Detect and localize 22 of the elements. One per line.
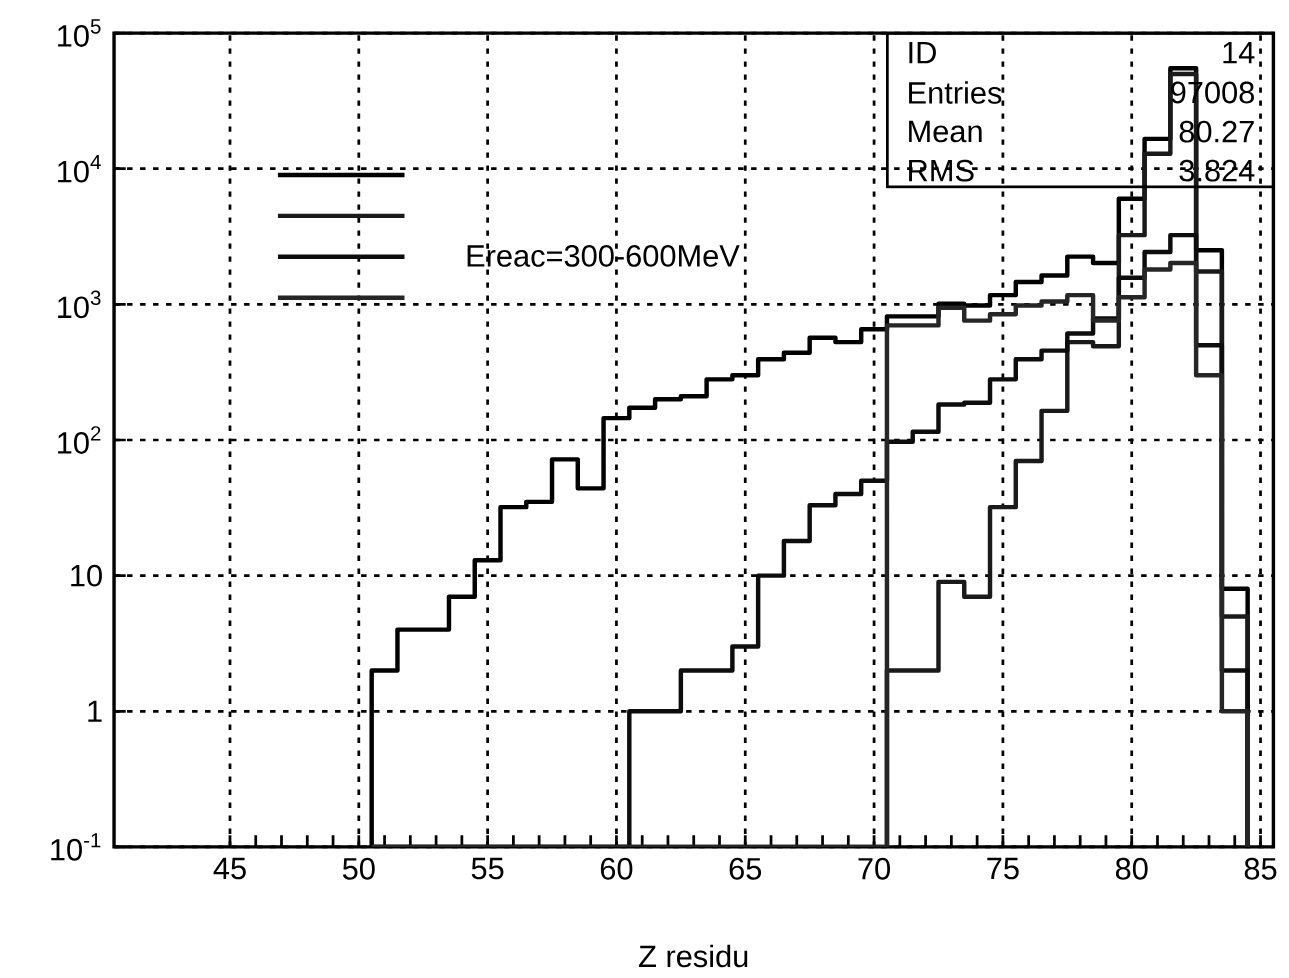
y-tick-label: 1 — [88, 700, 102, 723]
legend-label: Ereac=300-600MeV — [467, 245, 740, 268]
x-tick-label: 60 — [600, 858, 633, 880]
y-tick-label: 10$^{2}$ — [58, 426, 101, 455]
y-tick-label: 10$^{5}$ — [58, 19, 101, 48]
x-tick-label: 45 — [213, 858, 246, 880]
x-tick-label: 80 — [1115, 858, 1148, 880]
annotation: Mean — [909, 121, 982, 143]
x-tick-label: 55 — [471, 858, 504, 880]
x-axis-title: Z residu — [639, 944, 748, 968]
annotation: 14 — [1223, 42, 1255, 64]
y-tick-label: 10$^{3}$ — [58, 290, 101, 319]
x-tick-label: 75 — [987, 858, 1019, 880]
x-tick-label: 85 — [1244, 858, 1277, 880]
x-tick-label: 70 — [858, 858, 891, 880]
y-tick-label: 10$^{-1}$ — [51, 833, 101, 861]
annotation: ID — [909, 42, 936, 64]
annotation: Entries — [909, 81, 1002, 105]
x-tick-label: 65 — [729, 858, 762, 880]
y-tick-label: 10 — [71, 564, 102, 587]
y-tick-label: 10$^{4}$ — [58, 155, 101, 183]
x-tick-label: 50 — [342, 858, 375, 880]
